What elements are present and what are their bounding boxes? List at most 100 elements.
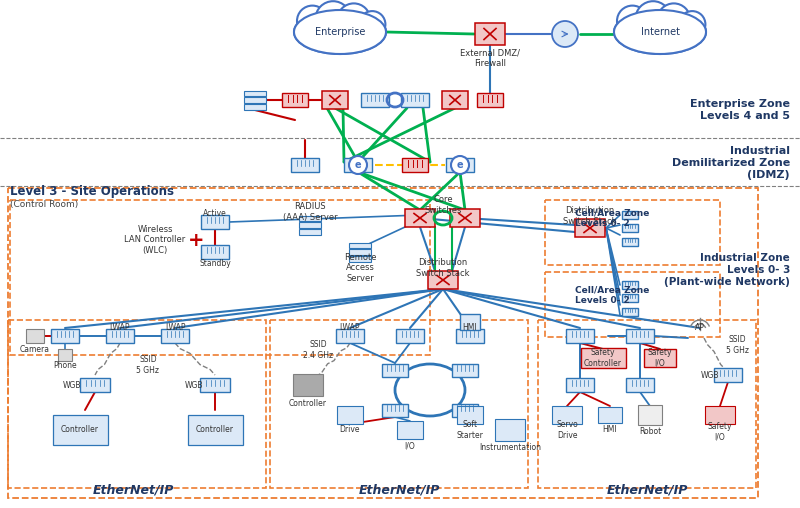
Bar <box>545 272 720 337</box>
Text: LWAP: LWAP <box>110 323 130 332</box>
FancyBboxPatch shape <box>401 93 429 107</box>
Text: Level 3 - Site Operations: Level 3 - Site Operations <box>10 185 174 198</box>
Text: AP: AP <box>695 323 705 332</box>
Ellipse shape <box>294 10 386 54</box>
Circle shape <box>359 11 386 38</box>
FancyBboxPatch shape <box>187 415 242 445</box>
FancyBboxPatch shape <box>566 329 594 343</box>
FancyBboxPatch shape <box>299 222 321 228</box>
Text: Enterprise: Enterprise <box>315 27 365 37</box>
Bar <box>538 320 756 488</box>
Text: Controller: Controller <box>61 426 99 434</box>
Text: LWAP: LWAP <box>340 323 360 332</box>
FancyBboxPatch shape <box>428 271 458 289</box>
FancyBboxPatch shape <box>405 209 435 227</box>
Circle shape <box>679 11 706 38</box>
FancyBboxPatch shape <box>58 349 72 361</box>
Text: e: e <box>354 160 362 170</box>
Text: Soft
Starter: Soft Starter <box>457 420 483 440</box>
FancyBboxPatch shape <box>705 406 735 424</box>
Text: Drive: Drive <box>340 426 360 434</box>
FancyBboxPatch shape <box>80 378 110 392</box>
FancyBboxPatch shape <box>456 329 484 343</box>
Text: Standby: Standby <box>199 260 231 269</box>
FancyBboxPatch shape <box>293 374 323 396</box>
FancyBboxPatch shape <box>598 407 622 423</box>
Circle shape <box>451 156 469 174</box>
Text: RADIUS
(AAA) Server: RADIUS (AAA) Server <box>282 202 338 221</box>
Text: I/O: I/O <box>405 441 415 451</box>
FancyBboxPatch shape <box>244 104 266 110</box>
Text: Robot: Robot <box>639 428 661 436</box>
Ellipse shape <box>614 10 706 54</box>
FancyBboxPatch shape <box>336 329 364 343</box>
FancyBboxPatch shape <box>626 378 654 392</box>
Circle shape <box>617 6 648 37</box>
FancyBboxPatch shape <box>106 329 134 343</box>
FancyBboxPatch shape <box>282 93 308 107</box>
FancyBboxPatch shape <box>446 158 474 172</box>
FancyBboxPatch shape <box>344 158 372 172</box>
Text: LWAP: LWAP <box>165 323 186 332</box>
Text: e: e <box>457 160 463 170</box>
Text: Cell/Area Zone
Levels 0- 2: Cell/Area Zone Levels 0- 2 <box>575 208 650 228</box>
Text: Safety
I/O: Safety I/O <box>648 348 672 368</box>
Bar <box>8 188 758 498</box>
FancyBboxPatch shape <box>644 349 676 367</box>
FancyBboxPatch shape <box>382 403 408 417</box>
Text: Cell/Area Zone
Levels 0- 2: Cell/Area Zone Levels 0- 2 <box>575 285 650 305</box>
Text: Instrumentation: Instrumentation <box>479 443 541 453</box>
FancyBboxPatch shape <box>299 215 321 221</box>
Text: (Control Room): (Control Room) <box>10 200 78 209</box>
FancyBboxPatch shape <box>51 329 79 343</box>
Text: Distribution
Switch Stack: Distribution Switch Stack <box>563 206 617 226</box>
FancyBboxPatch shape <box>161 329 189 343</box>
Text: SSID
2.4 GHz: SSID 2.4 GHz <box>303 340 333 360</box>
Text: Wireless
LAN Controller
(WLC): Wireless LAN Controller (WLC) <box>124 225 186 255</box>
Text: Industrial
Demilitarized Zone
(IDMZ): Industrial Demilitarized Zone (IDMZ) <box>672 146 790 180</box>
FancyBboxPatch shape <box>622 211 638 219</box>
Text: EtherNet/IP: EtherNet/IP <box>606 484 688 496</box>
Text: SSID
5 GHz: SSID 5 GHz <box>137 355 159 375</box>
Text: Core
Switches: Core Switches <box>424 195 462 215</box>
Text: Controller: Controller <box>196 426 234 434</box>
FancyBboxPatch shape <box>581 348 626 368</box>
Ellipse shape <box>614 10 706 54</box>
Circle shape <box>338 4 370 37</box>
FancyBboxPatch shape <box>452 403 478 417</box>
FancyBboxPatch shape <box>460 314 480 330</box>
FancyBboxPatch shape <box>714 368 742 382</box>
FancyBboxPatch shape <box>26 329 44 343</box>
FancyBboxPatch shape <box>566 378 594 392</box>
Circle shape <box>552 21 578 47</box>
Text: WGB: WGB <box>185 380 203 390</box>
Ellipse shape <box>294 10 386 54</box>
FancyBboxPatch shape <box>452 364 478 376</box>
Bar <box>545 200 720 265</box>
FancyBboxPatch shape <box>622 238 638 246</box>
FancyBboxPatch shape <box>200 378 230 392</box>
FancyBboxPatch shape <box>322 91 348 109</box>
Circle shape <box>349 156 367 174</box>
FancyBboxPatch shape <box>450 209 480 227</box>
Text: External DMZ/
Firewall: External DMZ/ Firewall <box>460 48 520 68</box>
FancyBboxPatch shape <box>552 406 582 424</box>
Text: Controller: Controller <box>289 398 327 407</box>
FancyBboxPatch shape <box>477 93 503 107</box>
FancyBboxPatch shape <box>349 249 371 255</box>
Text: Servo
Drive: Servo Drive <box>556 420 578 440</box>
FancyBboxPatch shape <box>475 23 505 45</box>
Bar <box>10 200 430 355</box>
Text: HMI: HMI <box>462 323 478 332</box>
Circle shape <box>658 4 690 37</box>
Text: SSID
5 GHz: SSID 5 GHz <box>726 335 749 355</box>
FancyBboxPatch shape <box>337 406 363 424</box>
Text: EtherNet/IP: EtherNet/IP <box>358 484 440 496</box>
Text: Remote
Access
Server: Remote Access Server <box>344 253 376 283</box>
FancyBboxPatch shape <box>638 405 662 425</box>
FancyBboxPatch shape <box>361 93 389 107</box>
FancyBboxPatch shape <box>291 158 319 172</box>
FancyBboxPatch shape <box>382 364 408 376</box>
Text: Phone: Phone <box>53 362 77 370</box>
Text: Safety
I/O: Safety I/O <box>708 422 732 441</box>
